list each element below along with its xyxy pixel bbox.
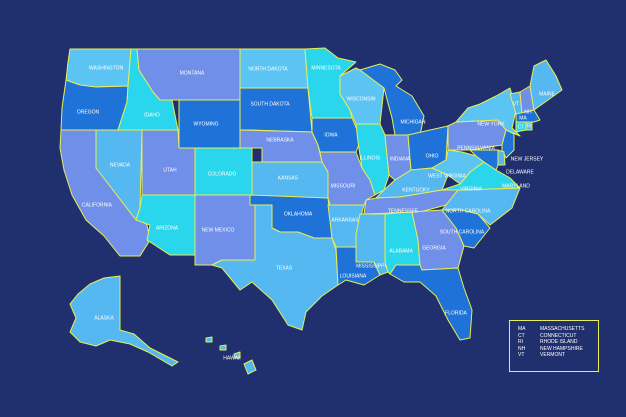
legend-code: VT	[518, 352, 525, 358]
label-oklahoma: OKLAHOMA	[284, 211, 313, 217]
state-alaska[interactable]	[69, 275, 179, 367]
label-maine: MAINE	[539, 91, 556, 97]
legend-row: VT VERMONT	[518, 352, 594, 359]
label-idaho: IDAHO	[144, 112, 160, 118]
state-delaware[interactable]	[497, 149, 506, 166]
label-wyoming: WYOMING	[194, 121, 219, 127]
legend-name: RHODE ISLAND	[540, 339, 578, 345]
label-wisconsin: WISCONSIN	[347, 96, 376, 102]
label-south-carolina-line1: SOUTH CAROLINA	[440, 229, 485, 235]
label-indiana: INDIANA	[390, 156, 411, 162]
label-kentucky: KENTUCKY	[402, 187, 430, 193]
state-maryland[interactable]	[469, 149, 499, 171]
label-maryland: MARYLAND	[502, 183, 530, 189]
label-hawaii: HAWAII	[223, 355, 240, 361]
label-michigan: MICHIGAN	[401, 119, 426, 125]
state-missouri[interactable]	[319, 151, 376, 206]
label-kansas: KANSAS	[278, 175, 299, 181]
label-tennessee: TENNESSEE	[388, 208, 419, 214]
label-south-dakota: SOUTH DAKOTA	[250, 101, 290, 107]
label-connecticut: CT	[518, 124, 525, 130]
label-missouri: MISSOURI	[331, 183, 356, 189]
label-ohio: OHIO	[426, 153, 439, 159]
label-louisiana: LOUISIANA	[340, 273, 367, 279]
hawaii-island-maui	[233, 351, 241, 359]
label-alabama: ALABAMA	[389, 248, 413, 254]
label-delaware: DELAWARE	[506, 169, 534, 175]
legend-name: VERMONT	[540, 352, 565, 358]
label-iowa: IOWA	[324, 132, 338, 138]
label-north-dakota: NORTH DAKOTA	[248, 66, 288, 72]
label-california: CALIFORNIA	[82, 202, 113, 208]
label-mississippi: MISSISSIPPI	[356, 263, 386, 269]
label-illinois: ILLINOIS	[360, 155, 381, 161]
label-oregon: OREGON	[77, 109, 100, 115]
label-colorado: COLORADO	[208, 171, 237, 177]
state-oregon[interactable]	[60, 79, 129, 131]
state-maine[interactable]	[529, 59, 563, 111]
label-nevada: NEVADA	[110, 162, 131, 168]
hawaii-island-oahu	[219, 344, 227, 351]
label-pennsylvania: PENNSYLVANIA	[457, 145, 495, 151]
label-new-hampshire: NH	[524, 109, 532, 115]
label-arkansas: ARKANSAS	[331, 217, 359, 223]
label-virginia: VIRGINIA	[460, 186, 483, 192]
state-south-dakota[interactable]	[239, 87, 313, 133]
label-georgia: GEORGIA	[422, 245, 446, 251]
label-new-mexico: NEW MEXICO	[202, 227, 235, 233]
legend-code: CT	[518, 332, 525, 339]
hawaii-island-main	[243, 359, 257, 375]
legend-name: NEW HAMPSHIRE	[540, 345, 583, 352]
state-illinois[interactable]	[355, 123, 390, 196]
legend-row: CT CONNECTICUT	[518, 333, 594, 340]
label-montana: MONTANA	[180, 70, 205, 76]
label-texas: TEXAS	[276, 265, 293, 271]
label-arizona: ARIZONA	[156, 225, 179, 231]
legend-code: MA	[518, 326, 526, 332]
label-north-carolina: NORTH CAROLINA	[446, 208, 491, 214]
legend-name: CONNECTICUT	[540, 332, 577, 339]
label-minnesota: MINNESOTA	[311, 65, 341, 71]
legend-row: MA MASSACHUSETTS	[518, 326, 594, 333]
legend-code: NH	[518, 345, 526, 352]
state-new-jersey[interactable]	[501, 129, 515, 159]
legend-row: NH NEW HAMPSHIRE	[518, 346, 594, 353]
label-west-virginia: WEST VIRGINIA	[428, 173, 466, 179]
state-rhode-island[interactable]	[525, 121, 533, 131]
label-vermont: VT	[513, 101, 519, 107]
label-washington: WASHINGTON	[89, 65, 124, 71]
label-massachusetts: MA	[519, 115, 527, 121]
legend-code: RI	[518, 339, 523, 345]
state-hawaii[interactable]	[205, 336, 257, 375]
label-rhode-island: RI	[527, 123, 532, 129]
state-michigan[interactable]	[359, 63, 425, 136]
label-utah: UTAH	[163, 167, 177, 173]
label-florida: FLORIDA	[445, 310, 467, 316]
legend-row: RI RHODE ISLAND	[518, 339, 594, 346]
label-alaska: ALASKA	[94, 315, 114, 321]
legend-name: MASSACHUSETTS	[540, 326, 585, 332]
label-new-jersey: NEW JERSEY	[511, 156, 544, 162]
label-new-york: NEW YORK	[477, 121, 505, 127]
label-nebraska: NEBRASKA	[266, 137, 294, 143]
state-florida[interactable]	[389, 264, 473, 341]
legend-box: MA MASSACHUSETTS CT CONNECTICUT RI RHODE…	[509, 320, 599, 372]
hawaii-island-kauai	[205, 336, 213, 343]
state-massachusetts[interactable]	[515, 109, 541, 123]
state-texas[interactable]	[211, 204, 339, 331]
